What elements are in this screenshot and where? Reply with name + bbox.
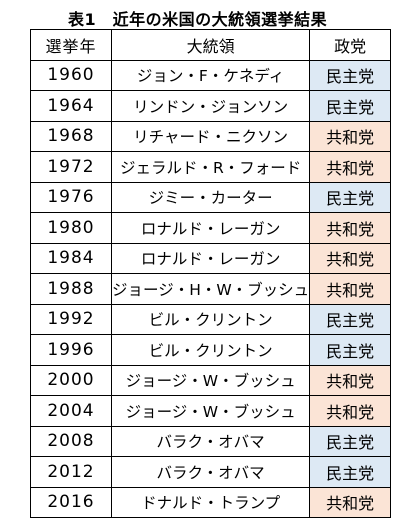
year-cell: 1976	[30, 181, 112, 213]
president-cell: リンドン・ジョンソン	[110, 90, 311, 122]
header-year: 選挙年	[30, 29, 112, 61]
table-row: 2000 ジョージ・W・ブッシュ 共和党	[30, 364, 392, 396]
party-cell: 共和党	[309, 242, 392, 274]
president-cell: バラク・オバマ	[110, 425, 311, 457]
table-row: 2004 ジョージ・W・ブッシュ 共和党	[30, 395, 392, 427]
president-cell: リチャード・ニクソン	[110, 120, 311, 152]
header-president: 大統領	[110, 29, 311, 61]
table-row: 2012 バラク・オバマ 民主党	[30, 456, 392, 488]
table-row: 1960 ジョン・F・ケネディ 民主党	[30, 59, 392, 91]
party-cell: 共和党	[309, 151, 392, 183]
party-cell: 共和党	[309, 395, 392, 427]
year-cell: 1960	[30, 59, 112, 91]
table-row: 2016 ドナルド・トランプ 共和党	[30, 486, 392, 518]
president-cell: ビル・クリントン	[110, 303, 311, 335]
president-cell: ジョン・F・ケネディ	[110, 59, 311, 91]
president-cell: ロナルド・レーガン	[110, 212, 311, 244]
year-cell: 1980	[30, 212, 112, 244]
president-cell: ジミー・カーター	[110, 181, 311, 213]
year-cell: 1972	[30, 151, 112, 183]
table-row: 1980 ロナルド・レーガン 共和党	[30, 212, 392, 244]
table-row: 1972 ジェラルド・R・フォード 共和党	[30, 151, 392, 183]
year-cell: 1968	[30, 120, 112, 152]
party-cell: 共和党	[309, 273, 392, 305]
president-cell: ビル・クリントン	[110, 334, 311, 366]
president-cell: ジョージ・W・ブッシュ	[110, 364, 311, 396]
table-row: 1976 ジミー・カーター 民主党	[30, 181, 392, 213]
party-cell: 民主党	[309, 456, 392, 488]
table-row: 1992 ビル・クリントン 民主党	[30, 303, 392, 335]
table-row: 1964 リンドン・ジョンソン 民主党	[30, 90, 392, 122]
president-cell: ジョージ・W・ブッシュ	[110, 395, 311, 427]
party-cell: 民主党	[309, 90, 392, 122]
year-cell: 2012	[30, 456, 112, 488]
table-row: 1984 ロナルド・レーガン 共和党	[30, 242, 392, 274]
president-cell: バラク・オバマ	[110, 456, 311, 488]
party-cell: 民主党	[309, 334, 392, 366]
year-cell: 1964	[30, 90, 112, 122]
table-title: 表1 近年の米国の大統領選挙結果	[68, 10, 328, 29]
header-row: 選挙年 大統領 政党	[30, 29, 392, 61]
table-row: 1968 リチャード・ニクソン 共和党	[30, 120, 392, 152]
party-cell: 民主党	[309, 425, 392, 457]
year-cell: 2000	[30, 364, 112, 396]
header-party: 政党	[309, 29, 392, 61]
president-cell: ジェラルド・R・フォード	[110, 151, 311, 183]
table-row: 2008 バラク・オバマ 民主党	[30, 425, 392, 457]
president-cell: ドナルド・トランプ	[110, 486, 311, 518]
party-cell: 共和党	[309, 120, 392, 152]
year-cell: 2016	[30, 486, 112, 518]
year-cell: 1996	[30, 334, 112, 366]
party-cell: 共和党	[309, 486, 392, 518]
year-cell: 1984	[30, 242, 112, 274]
year-cell: 1992	[30, 303, 112, 335]
president-cell: ロナルド・レーガン	[110, 242, 311, 274]
year-cell: 2008	[30, 425, 112, 457]
year-cell: 2004	[30, 395, 112, 427]
president-cell: ジョージ・H・W・ブッシュ	[110, 273, 311, 305]
table-row: 1996 ビル・クリントン 民主党	[30, 334, 392, 366]
party-cell: 共和党	[309, 212, 392, 244]
party-cell: 民主党	[309, 181, 392, 213]
party-cell: 民主党	[309, 59, 392, 91]
party-cell: 民主党	[309, 303, 392, 335]
table-row: 1988 ジョージ・H・W・ブッシュ 共和党	[30, 273, 392, 305]
year-cell: 1988	[30, 273, 112, 305]
party-cell: 共和党	[309, 364, 392, 396]
election-results-table: 選挙年 大統領 政党 1960 ジョン・F・ケネディ 民主党 1964 リンドン・ジョン…	[30, 29, 392, 518]
